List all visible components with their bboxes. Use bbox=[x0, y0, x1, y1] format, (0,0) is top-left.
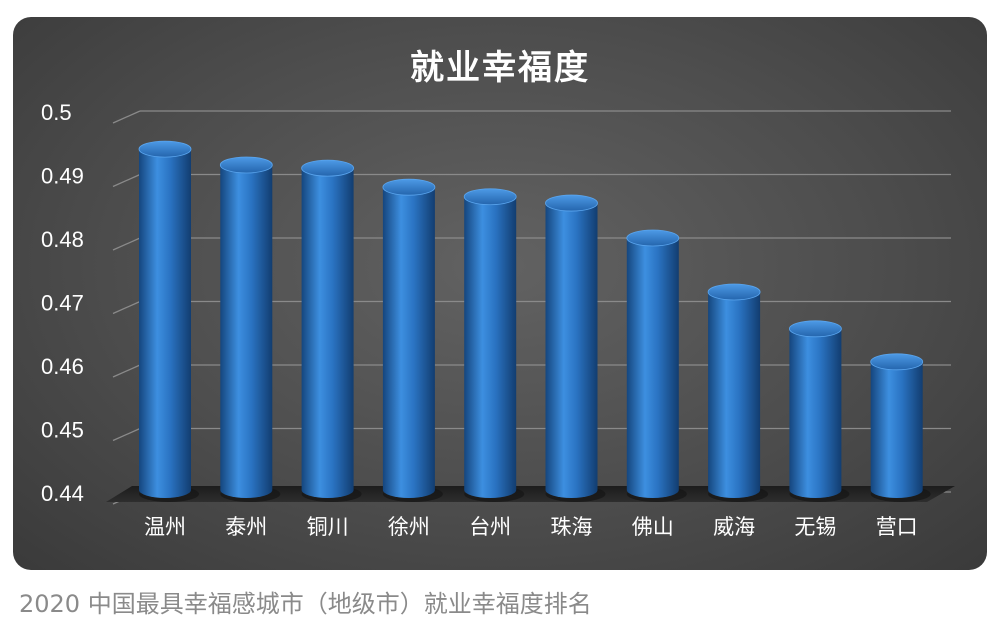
chart-panel: 就业幸福度 0.44 0.45 0.46 0.47 0.48 0.49 0.5 温州 泰州 铜川… bbox=[13, 17, 987, 570]
bar-cap bbox=[463, 188, 517, 206]
x-tick-label: 威海 bbox=[713, 515, 755, 539]
bar-台州 bbox=[463, 188, 525, 502]
bar-cap bbox=[626, 229, 680, 247]
y-tick-label: 0.48 bbox=[41, 227, 84, 252]
bar-body bbox=[708, 291, 761, 498]
bar-营口 bbox=[870, 353, 931, 502]
bar-cap bbox=[707, 283, 761, 301]
x-tick-label: 泰州 bbox=[225, 515, 267, 539]
bar-body bbox=[545, 203, 598, 498]
x-tick-label: 营口 bbox=[876, 515, 918, 539]
x-tick-label: 徐州 bbox=[388, 515, 430, 539]
bar-泰州 bbox=[219, 156, 281, 502]
x-tick-label: 铜川 bbox=[307, 515, 349, 539]
bar-body bbox=[789, 328, 842, 498]
x-tick-label: 珠海 bbox=[551, 515, 593, 539]
gridline-edge bbox=[112, 110, 141, 124]
bar-珠海 bbox=[545, 194, 606, 502]
y-tick-label: 0.5 bbox=[41, 100, 72, 125]
chart-title: 就业幸福度 bbox=[410, 48, 590, 88]
bar-body bbox=[301, 168, 354, 498]
y-tick-label: 0.45 bbox=[41, 418, 84, 443]
bar-威海 bbox=[707, 283, 769, 502]
bar-cap bbox=[870, 353, 924, 371]
bar-温州 bbox=[138, 140, 199, 502]
chart-plot: 就业幸福度 0.44 0.45 0.46 0.47 0.48 0.49 0.5 温州 泰州 铜川… bbox=[41, 48, 955, 539]
gridline-edge bbox=[112, 237, 141, 251]
x-tick-label: 台州 bbox=[469, 515, 511, 539]
bar-佛山 bbox=[626, 229, 687, 502]
bar-cap bbox=[789, 320, 842, 338]
bar-body bbox=[139, 149, 191, 498]
bar-cap bbox=[138, 140, 192, 158]
bar-无锡 bbox=[789, 320, 850, 502]
bar-徐州 bbox=[382, 178, 443, 502]
x-axis-labels: 温州 泰州 铜川 徐州 台州 珠海 佛山 威海 无锡 营口 bbox=[144, 515, 918, 539]
gridline-edge bbox=[112, 300, 141, 315]
bar-cap bbox=[301, 159, 355, 177]
gridline-edge bbox=[112, 173, 141, 188]
y-tick-label: 0.49 bbox=[41, 164, 84, 189]
y-tick-label: 0.46 bbox=[41, 354, 84, 379]
y-tick-label: 0.44 bbox=[41, 481, 84, 506]
bar-body bbox=[870, 361, 923, 498]
bar-body bbox=[382, 187, 435, 498]
bar-cap bbox=[382, 178, 436, 196]
x-tick-label: 温州 bbox=[144, 515, 186, 539]
gridline-edge bbox=[112, 364, 141, 378]
bar-cap bbox=[219, 156, 273, 174]
bars bbox=[138, 140, 931, 502]
y-axis-ticks: 0.44 0.45 0.46 0.47 0.48 0.49 0.5 bbox=[41, 100, 84, 506]
x-tick-label: 无锡 bbox=[794, 515, 836, 539]
gridline-edge bbox=[112, 427, 141, 442]
bar-body bbox=[626, 238, 679, 498]
y-tick-label: 0.47 bbox=[41, 291, 84, 316]
bar-body bbox=[464, 196, 517, 498]
bar-cap bbox=[545, 194, 598, 212]
bar-铜川 bbox=[301, 159, 362, 502]
bar-body bbox=[220, 164, 273, 498]
x-tick-label: 佛山 bbox=[632, 515, 674, 539]
figure-caption: 2020 中国最具幸福感城市（地级市）就业幸福度排名 bbox=[19, 590, 592, 618]
